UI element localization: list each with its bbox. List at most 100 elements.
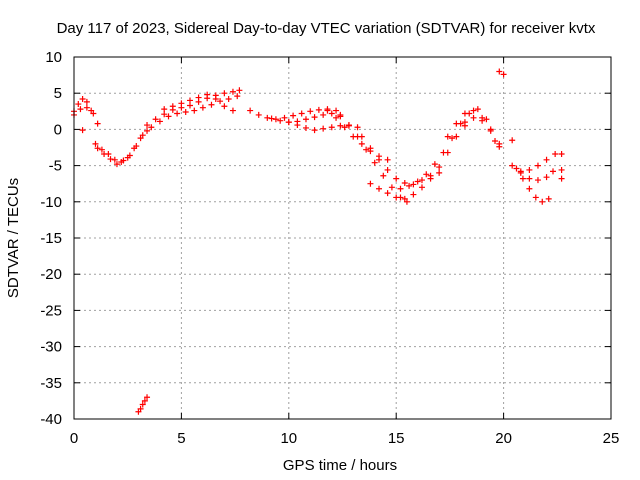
- chart-title: Day 117 of 2023, Sidereal Day-to-day VTE…: [57, 20, 596, 37]
- data-point: [371, 159, 378, 166]
- data-point: [272, 116, 279, 123]
- data-point: [98, 146, 105, 153]
- data-point: [186, 97, 193, 104]
- series-arc-p: [444, 107, 503, 150]
- data-point: [418, 184, 425, 191]
- data-point: [221, 90, 228, 97]
- data-point: [431, 161, 438, 168]
- data-point: [388, 184, 395, 191]
- series-arc-s: [513, 165, 552, 205]
- data-point: [358, 133, 365, 140]
- data-point: [208, 101, 215, 108]
- series-arc-i: [268, 110, 344, 126]
- data-point: [307, 108, 314, 115]
- y-tick-label: -40: [40, 411, 62, 428]
- data-point: [380, 172, 387, 179]
- data-point: [255, 111, 262, 118]
- data-point: [543, 174, 550, 181]
- data-point: [534, 177, 541, 184]
- data-point: [384, 156, 391, 163]
- data-point: [470, 114, 477, 121]
- data-point: [79, 127, 86, 134]
- data-point: [83, 98, 90, 105]
- data-point: [94, 120, 101, 127]
- series-arc-n: [367, 122, 468, 202]
- data-point: [483, 116, 490, 123]
- data-point: [358, 140, 365, 147]
- series-isolated: [79, 120, 565, 182]
- data-point: [77, 106, 84, 113]
- data-point: [509, 162, 516, 169]
- series-arc-c: [92, 127, 151, 165]
- data-point: [337, 122, 344, 129]
- data-point: [107, 156, 114, 163]
- data-point: [221, 103, 228, 110]
- data-point: [247, 107, 254, 114]
- x-tick-label: 0: [70, 430, 78, 447]
- axis-ticks: 0 5 10 15 20 25 10 5 0 -5 -10 -15 -20 -25 -30 -35 -40: [40, 49, 619, 447]
- data-point: [367, 145, 374, 152]
- data-point: [90, 110, 97, 117]
- data-point: [204, 91, 211, 98]
- data-point: [341, 124, 348, 131]
- data-point: [290, 112, 297, 119]
- data-point: [199, 104, 206, 111]
- data-point: [186, 102, 193, 109]
- series-arc-e: [144, 87, 243, 129]
- y-tick-label: -25: [40, 302, 62, 319]
- data-point: [519, 175, 526, 182]
- data-point: [144, 127, 151, 134]
- data-point: [406, 182, 413, 189]
- y-tick-label: -15: [40, 230, 62, 247]
- data-point: [453, 120, 460, 127]
- data-point: [212, 95, 219, 102]
- x-tick-label: 15: [388, 430, 405, 447]
- data-point: [440, 149, 447, 156]
- data-point: [234, 93, 241, 100]
- data-point: [539, 198, 546, 205]
- data-point: [401, 179, 408, 186]
- series-arc-u: [517, 151, 559, 175]
- data-point: [302, 116, 309, 123]
- data-point: [496, 140, 503, 147]
- data-point: [144, 122, 151, 129]
- y-tick-label: -20: [40, 266, 62, 283]
- data-point: [229, 88, 236, 95]
- data-point: [414, 178, 421, 185]
- data-point: [264, 114, 271, 121]
- data-point: [492, 137, 499, 144]
- data-point: [281, 114, 288, 121]
- data-point: [384, 166, 391, 173]
- data-point: [298, 110, 305, 117]
- data-point: [174, 110, 181, 117]
- x-tick-label: 20: [495, 430, 512, 447]
- data-point: [195, 94, 202, 101]
- x-tick-label: 5: [177, 430, 185, 447]
- data-point: [236, 87, 243, 94]
- data-point: [487, 126, 494, 133]
- series-arc-d: [94, 132, 146, 168]
- data-point: [178, 100, 185, 107]
- data-point: [453, 133, 460, 140]
- data-point: [543, 156, 550, 163]
- y-tick-label: -35: [40, 375, 62, 392]
- data-point: [509, 137, 516, 144]
- data-point: [418, 177, 425, 184]
- data-point: [137, 405, 144, 412]
- data-point: [436, 164, 443, 171]
- plot-frame: [73, 56, 612, 420]
- data-point: [526, 166, 533, 173]
- data-point: [397, 185, 404, 192]
- data-point: [534, 162, 541, 169]
- data-point: [500, 71, 507, 78]
- y-tick-label: -5: [49, 158, 62, 175]
- data-point: [182, 109, 189, 116]
- data-point: [558, 151, 565, 158]
- data-point: [83, 104, 90, 111]
- y-axis-label: SDTVAR / TECUs: [5, 178, 22, 298]
- data-point: [376, 185, 383, 192]
- data-point: [384, 190, 391, 197]
- data-point: [92, 140, 99, 147]
- data-point: [75, 101, 82, 108]
- data-point: [328, 124, 335, 131]
